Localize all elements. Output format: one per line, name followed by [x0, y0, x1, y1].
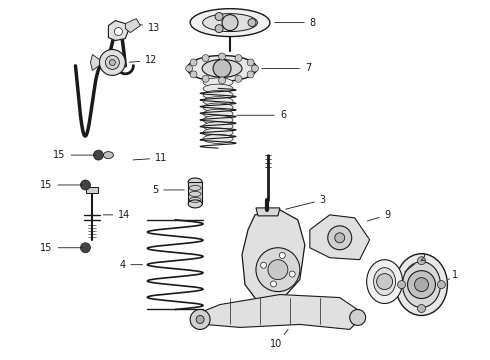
Circle shape	[80, 180, 91, 190]
Circle shape	[247, 59, 254, 66]
Text: 7: 7	[262, 63, 311, 73]
Circle shape	[377, 274, 392, 289]
Ellipse shape	[203, 122, 233, 131]
Circle shape	[335, 233, 345, 243]
Circle shape	[248, 19, 256, 27]
Text: 13: 13	[140, 23, 161, 33]
Circle shape	[80, 243, 91, 253]
Ellipse shape	[203, 90, 233, 99]
Text: 5: 5	[152, 185, 184, 195]
Circle shape	[408, 271, 436, 298]
Circle shape	[202, 55, 209, 62]
Text: 11: 11	[133, 153, 168, 163]
Circle shape	[251, 65, 258, 72]
Bar	[188, 182, 202, 204]
Ellipse shape	[203, 109, 233, 118]
Circle shape	[196, 315, 204, 323]
Circle shape	[247, 71, 254, 78]
Circle shape	[213, 59, 231, 77]
Polygon shape	[86, 187, 98, 193]
Circle shape	[289, 271, 295, 277]
Circle shape	[235, 75, 242, 82]
Ellipse shape	[203, 103, 233, 112]
Circle shape	[438, 280, 445, 289]
Text: 1: 1	[448, 270, 459, 280]
Circle shape	[219, 53, 225, 60]
Circle shape	[417, 305, 425, 312]
Text: 9: 9	[368, 210, 391, 221]
Text: 14: 14	[103, 210, 131, 220]
Polygon shape	[108, 21, 128, 41]
Text: 10: 10	[270, 329, 288, 349]
Circle shape	[270, 281, 276, 287]
Polygon shape	[195, 294, 365, 329]
Ellipse shape	[203, 134, 233, 143]
Text: 15: 15	[53, 150, 96, 160]
Text: 8: 8	[275, 18, 316, 28]
Text: 4: 4	[119, 260, 143, 270]
Circle shape	[190, 71, 197, 78]
Circle shape	[350, 310, 366, 325]
Circle shape	[186, 65, 193, 72]
Circle shape	[109, 59, 115, 66]
Text: 15: 15	[40, 180, 83, 190]
Ellipse shape	[203, 78, 233, 87]
Circle shape	[190, 310, 210, 329]
Circle shape	[190, 59, 197, 66]
Circle shape	[397, 280, 406, 289]
Ellipse shape	[203, 116, 233, 125]
Ellipse shape	[188, 178, 202, 186]
Circle shape	[256, 248, 300, 292]
Circle shape	[99, 50, 125, 75]
Ellipse shape	[203, 97, 233, 106]
Text: 15: 15	[40, 243, 83, 253]
Ellipse shape	[190, 9, 270, 37]
Circle shape	[235, 55, 242, 62]
Text: 3: 3	[286, 195, 326, 209]
Polygon shape	[91, 54, 99, 71]
Ellipse shape	[374, 268, 395, 296]
Circle shape	[219, 77, 225, 84]
Ellipse shape	[395, 254, 447, 315]
Ellipse shape	[203, 128, 233, 137]
Circle shape	[202, 75, 209, 82]
Ellipse shape	[188, 200, 202, 208]
Circle shape	[268, 260, 288, 280]
Ellipse shape	[403, 262, 441, 307]
Circle shape	[417, 257, 425, 265]
Circle shape	[222, 15, 238, 31]
Circle shape	[215, 13, 223, 21]
Ellipse shape	[202, 59, 242, 77]
Text: 2: 2	[405, 253, 426, 272]
Ellipse shape	[103, 152, 113, 159]
Ellipse shape	[203, 84, 233, 93]
Circle shape	[328, 226, 352, 250]
Text: 12: 12	[129, 55, 158, 66]
Circle shape	[114, 28, 122, 36]
Polygon shape	[310, 215, 369, 260]
Circle shape	[105, 55, 120, 69]
Circle shape	[94, 150, 103, 160]
Circle shape	[415, 278, 428, 292]
Circle shape	[279, 252, 285, 258]
Text: 6: 6	[237, 110, 286, 120]
Circle shape	[261, 262, 267, 268]
Polygon shape	[242, 210, 305, 305]
Circle shape	[215, 25, 223, 33]
Ellipse shape	[187, 55, 257, 81]
Ellipse shape	[203, 14, 257, 32]
Ellipse shape	[367, 260, 403, 303]
Polygon shape	[256, 208, 280, 216]
Polygon shape	[125, 19, 140, 32]
